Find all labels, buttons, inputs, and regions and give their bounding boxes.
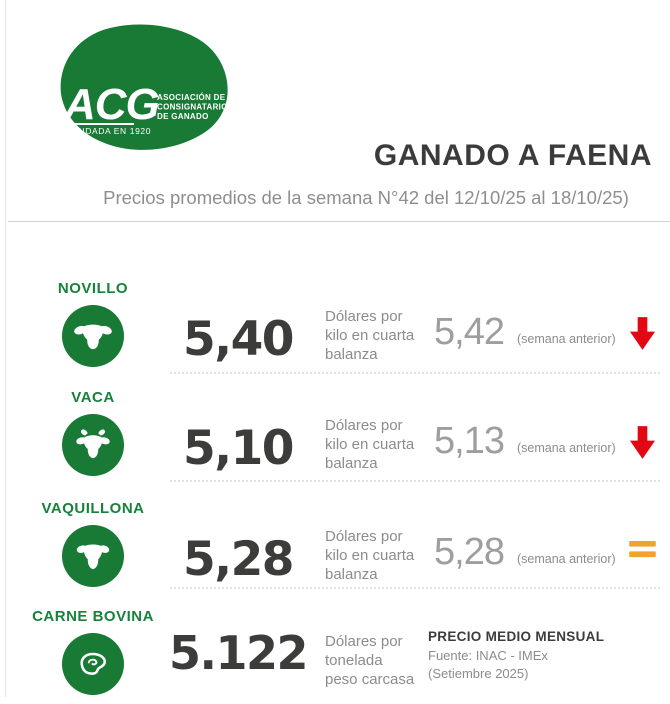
price-unit: Dólares por kilo en cuarta balanza [325,308,415,363]
animal-label: CARNE BOVINA [32,608,154,625]
logo-org-line1: ASOCIACIÓN DE [157,93,226,102]
animal-icon-circle [62,414,124,476]
price-row-vaca: VACA 5,10 Dólares por kilo en cuarta bal… [0,389,670,485]
price-row-vaquillona: VAQUILLONA 5,28 Dólares por kilo en cuar… [0,500,670,596]
animal-icon-circle [62,633,124,695]
animal-icon-circle [62,305,124,367]
row-separator [170,587,660,589]
acg-logo-graphic: ACG FUNDADA EN 1920 ASOCIACIÓN DE CONSIG… [60,24,234,150]
acg-logo: ACG FUNDADA EN 1920 ASOCIACIÓN DE CONSIG… [40,20,236,156]
row-separator [170,372,660,374]
animal-column: NOVILLO [13,280,173,367]
logo-org-line3: DE GANADO [157,112,209,121]
previous-price: 5,13 [434,420,505,462]
cow-head-icon [76,429,110,459]
row-separator [170,480,660,482]
logo-org-line2: CONSIGNATARIOS [157,103,234,112]
meat-cut-icon [80,652,106,675]
header-divider [8,221,670,222]
heifer-head-icon [76,544,110,570]
current-price: 5,40 [183,312,294,367]
previous-price-note: (semana anterior) [517,552,616,566]
page-subtitle: Precios promedios de la semana N°42 del … [103,187,629,208]
animal-column: VAQUILLONA [13,500,173,587]
previous-price: 5,42 [434,311,505,353]
previous-price-note: (semana anterior) [517,332,616,346]
animal-label: VACA [71,389,115,406]
previous-price: 5,28 [434,531,505,573]
trend-equal-icon [629,540,656,564]
trend-down-icon [629,426,656,466]
left-border-line [5,0,6,697]
trend-down-icon [629,317,656,357]
logo-blob-shape [60,24,228,150]
price-unit: Dólares por kilo en cuarta balanza [325,528,415,583]
info-period: (Setiembre 2025) [428,665,529,681]
animal-label: NOVILLO [57,280,129,297]
price-unit: Dólares por kilo en cuarta balanza [325,417,415,472]
page-title: GANADO A FAENA [373,139,652,172]
current-price: 5,10 [183,421,294,476]
price-row-novillo: NOVILLO 5,40 Dólares por kilo en cuarta … [0,280,670,376]
info-source: Fuente: INAC - IMEx [428,648,548,663]
price-unit: Dólares por tonelada peso carcasa [325,633,415,688]
steer-head-icon [74,324,112,350]
current-price: 5.122 [168,626,309,680]
previous-price-note: (semana anterior) [517,441,616,455]
current-price: 5,28 [183,532,294,587]
price-row-carne-bovina: CARNE BOVINA 5.122 Dólares por tonelada … [0,608,670,704]
animal-icon-circle [62,525,124,587]
animal-column: CARNE BOVINA [13,608,173,695]
monthly-price-info: PRECIO MEDIO MENSUAL Fuente: INAC - IMEx… [428,629,604,682]
animal-label: VAQUILLONA [41,500,145,517]
logo-founded-text: FUNDADA EN 1920 [66,126,151,136]
animal-column: VACA [13,389,173,476]
info-title: PRECIO MEDIO MENSUAL [428,629,605,644]
logo-acronym: ACG [63,80,159,129]
